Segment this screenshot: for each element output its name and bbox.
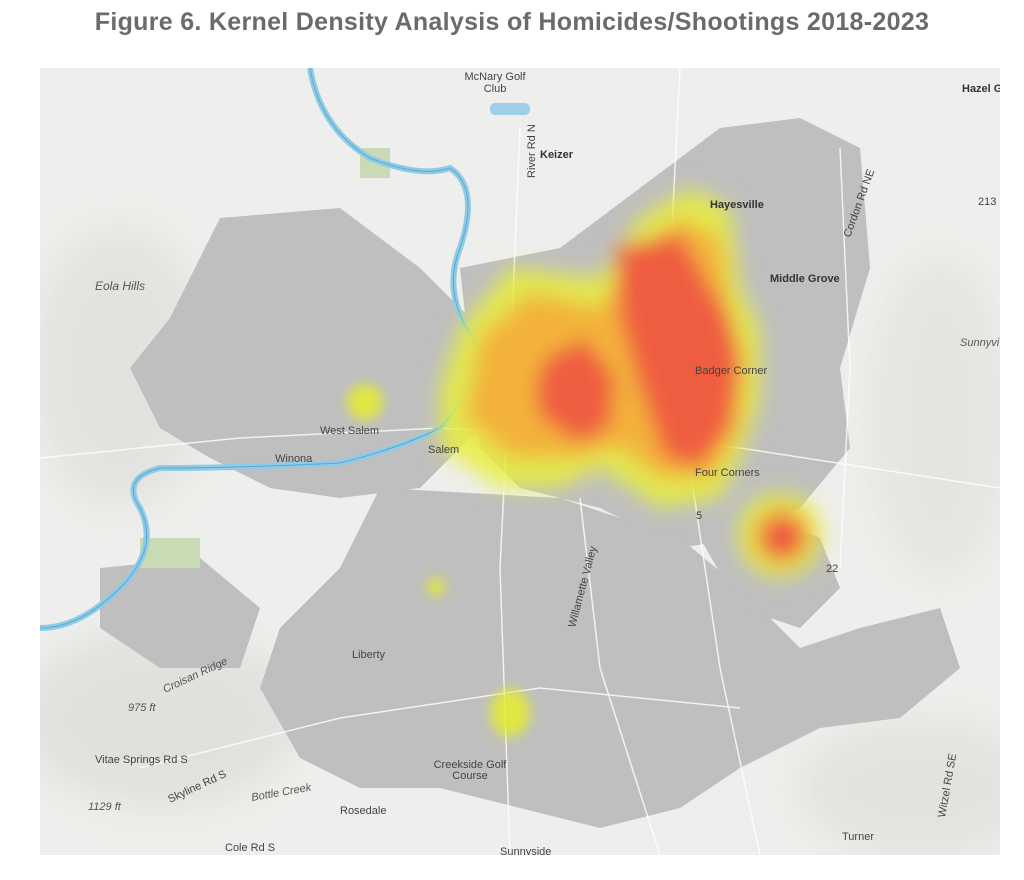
map-label: Cole Rd S [225, 842, 275, 854]
map: McNary Golf Club Keizer River Rd N Hazel… [40, 68, 1000, 855]
map-label: Creekside Golf [434, 759, 508, 771]
map-label: Liberty [352, 649, 386, 661]
map-label: Sunnyside [500, 846, 551, 855]
urban-area [100, 118, 960, 828]
map-label: Vitae Springs Rd S [95, 754, 188, 766]
map-label: Four Corners [695, 467, 760, 479]
lake [490, 103, 530, 115]
figure-title: Figure 6. Kernel Density Analysis of Hom… [94, 8, 930, 36]
map-label: 22 [826, 563, 838, 575]
density-surface [440, 188, 822, 577]
map-label: West Salem [320, 425, 379, 437]
map-label: Hazel G [962, 83, 1000, 95]
map-label: 975 ft [128, 702, 156, 714]
map-label: Badger Corner [695, 365, 767, 377]
map-label: Hayesville [710, 199, 764, 211]
map-label: 5 [696, 510, 702, 522]
map-label: Course [452, 770, 487, 782]
park [140, 538, 200, 568]
map-label: River Rd N [526, 124, 538, 178]
map-label: Middle Grove [770, 273, 840, 285]
map-label: 213 [978, 196, 996, 208]
map-label: Winona [275, 453, 313, 465]
river-edge [40, 68, 481, 629]
map-label: Eola Hills [95, 279, 145, 293]
map-label: 1129 ft [88, 801, 122, 813]
map-label: Salem [428, 444, 459, 456]
density-spot [347, 384, 530, 737]
map-label: Keizer [540, 149, 574, 161]
map-label: Club [484, 83, 507, 95]
hillshade [40, 228, 1000, 855]
map-label: Rosedale [340, 805, 386, 817]
map-label: McNary Golf [464, 71, 526, 83]
map-label: Turner [842, 831, 874, 843]
map-label: Sunnyvi [960, 337, 1000, 349]
